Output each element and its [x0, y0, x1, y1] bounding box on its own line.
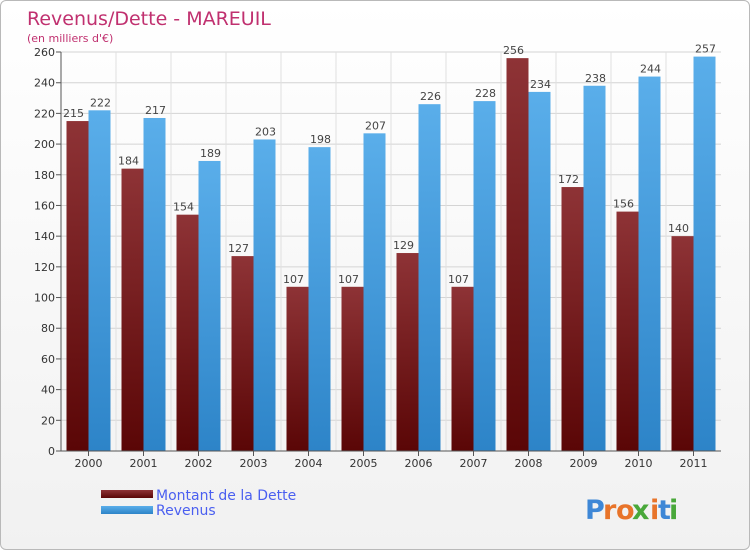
data-label-debt: 156 — [613, 198, 634, 211]
bar-debt — [451, 286, 474, 451]
y-tick-label: 160 — [34, 199, 55, 212]
x-tick-label: 2000 — [75, 457, 103, 470]
data-label-revenue: 217 — [145, 104, 166, 117]
logo-letter: P — [585, 495, 605, 526]
grid — [61, 51, 721, 451]
x-tick-label: 2008 — [515, 457, 543, 470]
x-tick-label: 2010 — [625, 457, 653, 470]
axes: 0 20 40 60 80 100 120 140 160 180 200 220 240 260 2000… — [34, 46, 721, 470]
bar-revenue — [363, 133, 386, 452]
logo-letter: i — [669, 495, 678, 526]
legend-swatch-debt — [101, 490, 153, 498]
bar-debt — [506, 58, 529, 452]
y-tick-label: 120 — [34, 261, 55, 274]
data-label-debt: 154 — [173, 201, 194, 214]
bar-debt — [561, 187, 584, 452]
y-tick-label: 80 — [41, 322, 55, 335]
x-tick-label: 2011 — [680, 457, 708, 470]
bar-debt — [176, 214, 199, 451]
data-label-debt: 215 — [63, 107, 84, 120]
data-label-debt: 129 — [393, 239, 414, 252]
data-label-revenue: 244 — [640, 63, 661, 76]
bar-revenue — [638, 76, 661, 452]
bar-revenue — [198, 160, 221, 451]
data-label-revenue: 234 — [530, 78, 551, 91]
logo-letter: r — [603, 495, 617, 526]
y-tick-label: 140 — [34, 230, 55, 243]
data-label-debt: 172 — [558, 173, 579, 186]
y-tick-label: 220 — [34, 107, 55, 120]
y-tick-label: 200 — [34, 138, 55, 151]
data-label-revenue: 207 — [365, 119, 386, 132]
data-label-debt: 256 — [503, 44, 524, 57]
bar-revenue — [693, 56, 716, 451]
data-label-debt: 127 — [228, 242, 249, 255]
y-tick-label: 180 — [34, 169, 55, 182]
x-tick-label: 2006 — [405, 457, 433, 470]
data-label-revenue: 226 — [420, 90, 441, 103]
data-label-debt: 107 — [338, 273, 359, 286]
data-label-debt: 107 — [448, 273, 469, 286]
y-tick-label: 60 — [41, 353, 55, 366]
data-label-revenue: 222 — [90, 96, 111, 109]
x-tick-label: 2009 — [570, 457, 598, 470]
y-tick-label: 20 — [41, 414, 55, 427]
bar-debt — [616, 211, 639, 451]
y-tick-label: 100 — [34, 292, 55, 305]
bar-revenue — [253, 139, 276, 451]
y-tick-label: 0 — [48, 445, 55, 458]
legend-label-debt: Montant de la Dette — [156, 488, 296, 504]
bar-debt — [121, 168, 144, 451]
data-label-revenue: 228 — [475, 87, 496, 100]
data-label-revenue: 238 — [585, 72, 606, 85]
bar-revenue — [528, 91, 551, 452]
bar-debt — [341, 286, 364, 451]
y-tick-label: 40 — [41, 384, 55, 397]
x-tick-label: 2003 — [240, 457, 268, 470]
data-label-revenue: 189 — [200, 147, 221, 160]
chart-title: Revenus/Dette - MAREUIL — [27, 8, 271, 30]
data-label-debt: 140 — [668, 222, 689, 235]
data-label-debt: 184 — [118, 155, 139, 168]
data-label-revenue: 257 — [695, 43, 716, 56]
data-label-revenue: 203 — [255, 125, 276, 138]
bar-debt — [671, 236, 694, 451]
logo-letter: i — [650, 495, 659, 526]
data-labels: 215 222 184 217 154 189 127 203 107 198 107 207 129 2… — [63, 43, 716, 286]
x-tick-label: 2007 — [460, 457, 488, 470]
bars — [66, 56, 716, 452]
bar-revenue — [143, 117, 166, 451]
bar-revenue — [473, 101, 496, 451]
bar-revenue — [88, 110, 111, 452]
x-tick-label: 2002 — [185, 457, 213, 470]
bar-revenue — [308, 147, 331, 451]
legend: Montant de la Dette Revenus — [101, 488, 296, 519]
y-tick-label: 240 — [34, 77, 55, 90]
proxiti-logo: Pr ox iti — [585, 495, 678, 526]
data-label-revenue: 198 — [310, 133, 331, 146]
logo-letter: x — [632, 495, 649, 526]
bar-debt — [286, 286, 309, 451]
legend-swatch-revenue — [101, 506, 153, 514]
chart-subtitle: (en milliers d'€) — [27, 32, 113, 45]
legend-label-revenue: Revenus — [156, 503, 216, 519]
bar-debt — [396, 253, 419, 451]
x-tick-label: 2001 — [130, 457, 158, 470]
x-tick-label: 2005 — [350, 457, 378, 470]
bar-revenue — [583, 85, 606, 451]
data-label-debt: 107 — [283, 273, 304, 286]
bar-debt — [66, 121, 89, 452]
y-tick-label: 260 — [34, 46, 55, 59]
bar-revenue — [418, 104, 441, 451]
x-tick-label: 2004 — [295, 457, 323, 470]
logo-letter: o — [616, 495, 635, 526]
bar-debt — [231, 256, 254, 451]
logo-letter: t — [658, 495, 671, 526]
